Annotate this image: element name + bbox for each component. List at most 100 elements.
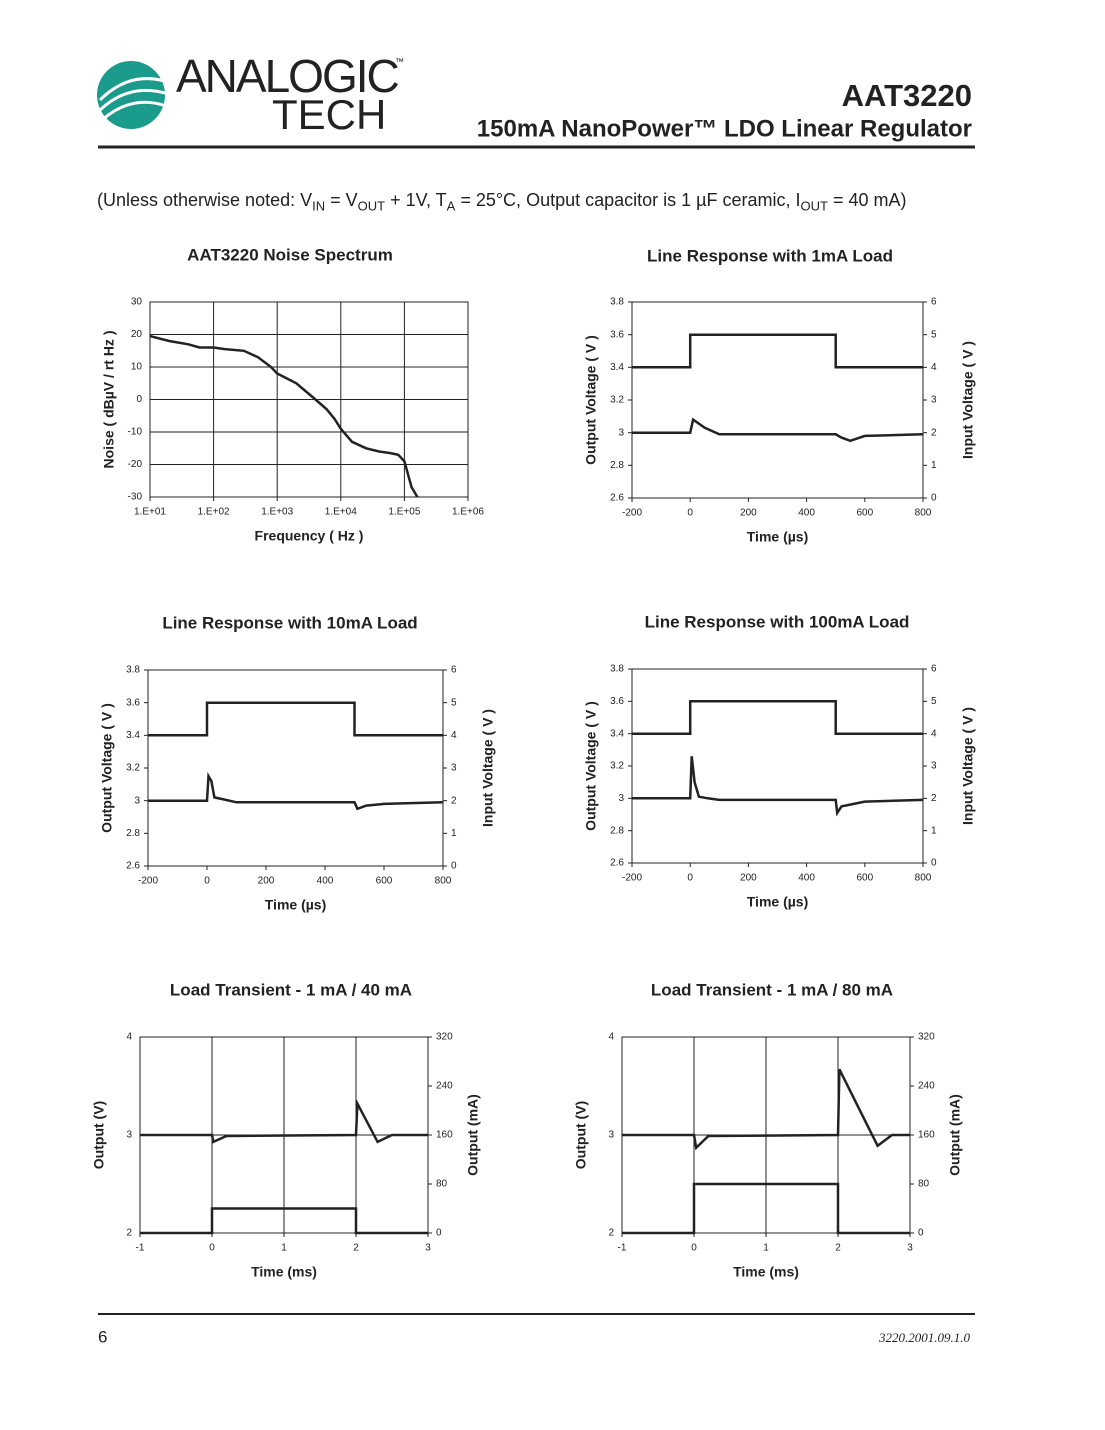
chart-title: Load Transient - 1 mA / 40 mA xyxy=(170,980,412,999)
page-number: 6 xyxy=(98,1327,107,1346)
x-tick-label: -1 xyxy=(136,1243,145,1254)
note-text: + 1V, T xyxy=(385,190,447,210)
x-axis-label: Time (ms) xyxy=(251,1264,317,1280)
y2-tick-label: 80 xyxy=(436,1179,448,1190)
x-tick-label: 200 xyxy=(740,873,757,884)
y2-tick-label: 6 xyxy=(931,297,937,308)
data-line xyxy=(632,756,923,817)
y2-tick-label: 80 xyxy=(918,1179,930,1190)
y-tick-label: 3.8 xyxy=(610,664,624,675)
x-tick-label: 2 xyxy=(353,1243,359,1254)
x-tick-label: -200 xyxy=(138,876,158,887)
y2-axis-label: Input Voltage ( V ) xyxy=(960,707,976,825)
y2-tick-label: 3 xyxy=(931,761,937,772)
x-tick-label: 200 xyxy=(258,876,275,887)
logo-tm: ™ xyxy=(395,56,404,66)
doc-subtitle: 150mA NanoPower™ LDO Linear Regulator xyxy=(477,115,972,142)
y-tick-label: 3.2 xyxy=(610,761,624,772)
y2-axis-label: Input Voltage ( V ) xyxy=(480,709,496,827)
y-axis-label: Output Voltage ( V ) xyxy=(583,701,599,831)
y-tick-label: 3.4 xyxy=(126,730,140,741)
y-tick-label: 4 xyxy=(608,1032,614,1043)
y-tick-label: 20 xyxy=(131,329,143,340)
x-tick-label: 1 xyxy=(763,1243,769,1254)
y2-tick-label: 160 xyxy=(436,1130,453,1141)
data-line xyxy=(632,333,923,369)
x-axis-label: Time (µs) xyxy=(747,894,809,910)
x-tick-label: 1 xyxy=(281,1243,287,1254)
x-tick-label: 0 xyxy=(687,873,693,884)
y2-tick-label: 160 xyxy=(918,1130,935,1141)
plot-frame xyxy=(631,301,924,499)
y2-tick-label: 0 xyxy=(918,1228,924,1239)
y-tick-label: 3.2 xyxy=(126,763,140,774)
y2-tick-label: 2 xyxy=(451,795,457,806)
y2-tick-label: 1 xyxy=(931,825,937,836)
y2-tick-label: 2 xyxy=(931,427,937,438)
plot-frame xyxy=(631,668,924,864)
doc-title: AAT3220 xyxy=(842,78,972,113)
y-tick-label: 2.8 xyxy=(610,825,624,836)
y-tick-label: 3 xyxy=(618,427,624,438)
x-tick-label: -200 xyxy=(622,508,642,519)
x-tick-label: 2 xyxy=(835,1243,841,1254)
y2-axis-label: Output (mA) xyxy=(465,1094,481,1176)
y-tick-label: 3.8 xyxy=(126,665,140,676)
y2-tick-label: 0 xyxy=(436,1228,442,1239)
doc-code: 3220.2001.09.1.0 xyxy=(878,1330,971,1345)
y-tick-label: 30 xyxy=(131,297,143,308)
data-line xyxy=(622,1182,910,1235)
y-tick-label: 2.8 xyxy=(610,460,624,471)
y-tick-label: 2.8 xyxy=(126,828,140,839)
conditions-note: (Unless otherwise noted: VIN = VOUT + 1V… xyxy=(97,190,907,214)
data-line xyxy=(140,1207,428,1235)
y-tick-label: 2.6 xyxy=(126,861,140,872)
note-text: = 25°C, Output capacitor is 1 µF ceramic… xyxy=(455,190,801,210)
data-line xyxy=(148,772,443,811)
chart-title: Line Response with 100mA Load xyxy=(645,612,910,631)
x-tick-label: 600 xyxy=(856,508,873,519)
y-tick-label: 3.2 xyxy=(610,395,624,406)
y2-tick-label: 0 xyxy=(931,858,937,869)
y-axis-label: Output Voltage ( V ) xyxy=(583,335,599,465)
y-tick-label: 3.4 xyxy=(610,362,624,373)
x-tick-label: 800 xyxy=(435,876,452,887)
y2-tick-label: 5 xyxy=(451,697,457,708)
y-axis-label: Output (V) xyxy=(91,1101,107,1169)
y2-tick-label: 240 xyxy=(918,1081,935,1092)
y-tick-label: 4 xyxy=(126,1032,132,1043)
x-tick-label: 1.E+05 xyxy=(388,507,420,518)
y-tick-label: 10 xyxy=(131,362,143,373)
y-tick-label: 3.6 xyxy=(610,329,624,340)
x-tick-label: 1.E+03 xyxy=(261,507,293,518)
y-tick-label: 3.4 xyxy=(610,728,624,739)
x-tick-label: -1 xyxy=(618,1243,627,1254)
y2-tick-label: 240 xyxy=(436,1081,453,1092)
y2-tick-label: 1 xyxy=(931,460,937,471)
y2-tick-label: 2 xyxy=(931,793,937,804)
y-axis-label: Output (V) xyxy=(573,1101,589,1169)
note-text: = V xyxy=(325,190,358,210)
x-tick-label: 400 xyxy=(798,873,815,884)
x-tick-label: 600 xyxy=(376,876,393,887)
x-axis-label: Time (µs) xyxy=(265,897,327,913)
note-subscript: A xyxy=(446,198,456,214)
data-line xyxy=(140,1098,428,1144)
x-axis-label: Time (ms) xyxy=(733,1264,799,1280)
y-axis-label: Output Voltage ( V ) xyxy=(99,703,115,833)
y-tick-label: -30 xyxy=(128,492,143,503)
x-tick-label: 0 xyxy=(691,1243,697,1254)
data-line xyxy=(622,1068,910,1151)
y2-tick-label: 4 xyxy=(451,730,457,741)
y2-tick-label: 1 xyxy=(451,828,457,839)
note-subscript: OUT xyxy=(800,198,828,214)
data-line xyxy=(150,334,419,498)
y2-tick-label: 6 xyxy=(451,665,457,676)
note-text: = 40 mA) xyxy=(827,190,907,210)
note-text: (Unless otherwise noted: V xyxy=(97,190,313,210)
logo-top: ANALOGIC xyxy=(176,50,399,102)
y2-tick-label: 3 xyxy=(931,395,937,406)
x-tick-label: 3 xyxy=(425,1243,431,1254)
chart-title: Line Response with 1mA Load xyxy=(647,246,893,265)
